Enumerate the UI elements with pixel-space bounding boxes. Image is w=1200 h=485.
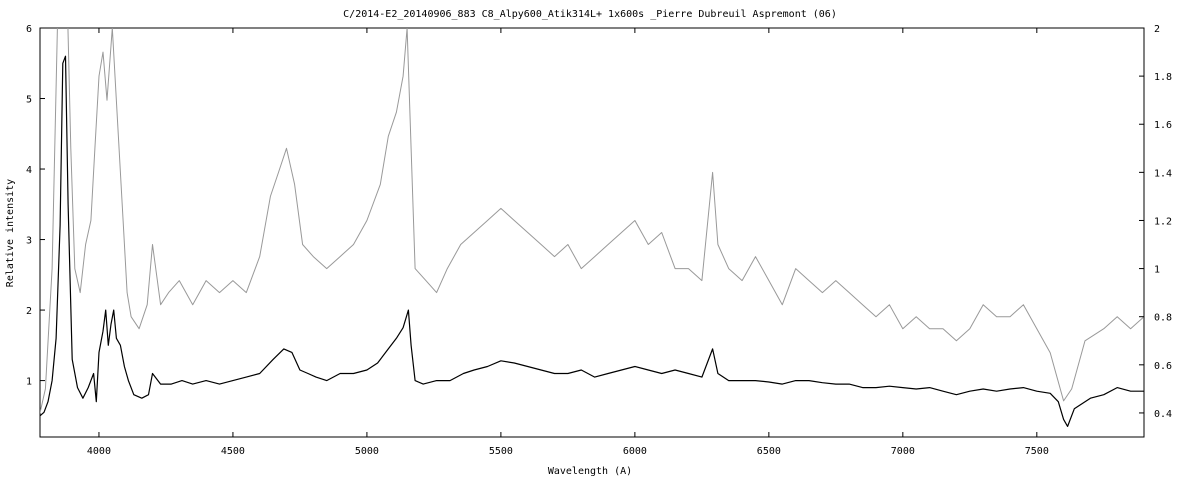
y-tick-label-right: 0.8	[1154, 313, 1172, 324]
axis-layer: 4000 4500 5000 5500 6000 6500 7000 7500 1 2 3 4 5 6 0.…	[26, 24, 1172, 457]
series-line-grey	[40, 28, 1144, 414]
x-tick-label: 7500	[1025, 446, 1049, 457]
x-tick-label: 4500	[221, 446, 245, 457]
y-tick-label-right: 0.6	[1154, 361, 1172, 372]
y-tick-label-right: 0.4	[1154, 409, 1172, 420]
y-tick-label-left: 4	[26, 165, 32, 176]
y-tick-label-right: 1.2	[1154, 216, 1172, 227]
x-tick-label: 6500	[757, 446, 781, 457]
x-tick-label: 5500	[489, 446, 513, 457]
y-tick-label-right: 1.8	[1154, 72, 1172, 83]
chart-title: C/2014-E2_20140906_883 C8_Alpy600_Atik31…	[343, 9, 837, 20]
series-layer	[40, 28, 1144, 427]
x-tick-label: 4000	[87, 446, 111, 457]
y-tick-label-left: 6	[26, 24, 32, 35]
x-tick-label: 6000	[623, 446, 647, 457]
y-tick-label-right: 2	[1154, 24, 1160, 35]
y-tick-label-left: 2	[26, 306, 32, 317]
series-line-black	[40, 55, 1144, 427]
plot-frame	[39, 27, 1145, 438]
y-tick-label-right: 1	[1154, 265, 1160, 276]
y-tick-label-right: 1.4	[1154, 168, 1172, 179]
x-tick-label: 5000	[355, 446, 379, 457]
x-axis-label: Wavelength (A)	[548, 466, 632, 477]
y-axis-label: Relative intensity	[5, 179, 16, 287]
y-tick-label-left: 5	[26, 95, 32, 106]
y-tick-label-left: 3	[26, 236, 32, 247]
y-tick-label-left: 1	[26, 377, 32, 388]
y-tick-label-right: 1.6	[1154, 120, 1172, 131]
x-tick-label: 7000	[891, 446, 915, 457]
